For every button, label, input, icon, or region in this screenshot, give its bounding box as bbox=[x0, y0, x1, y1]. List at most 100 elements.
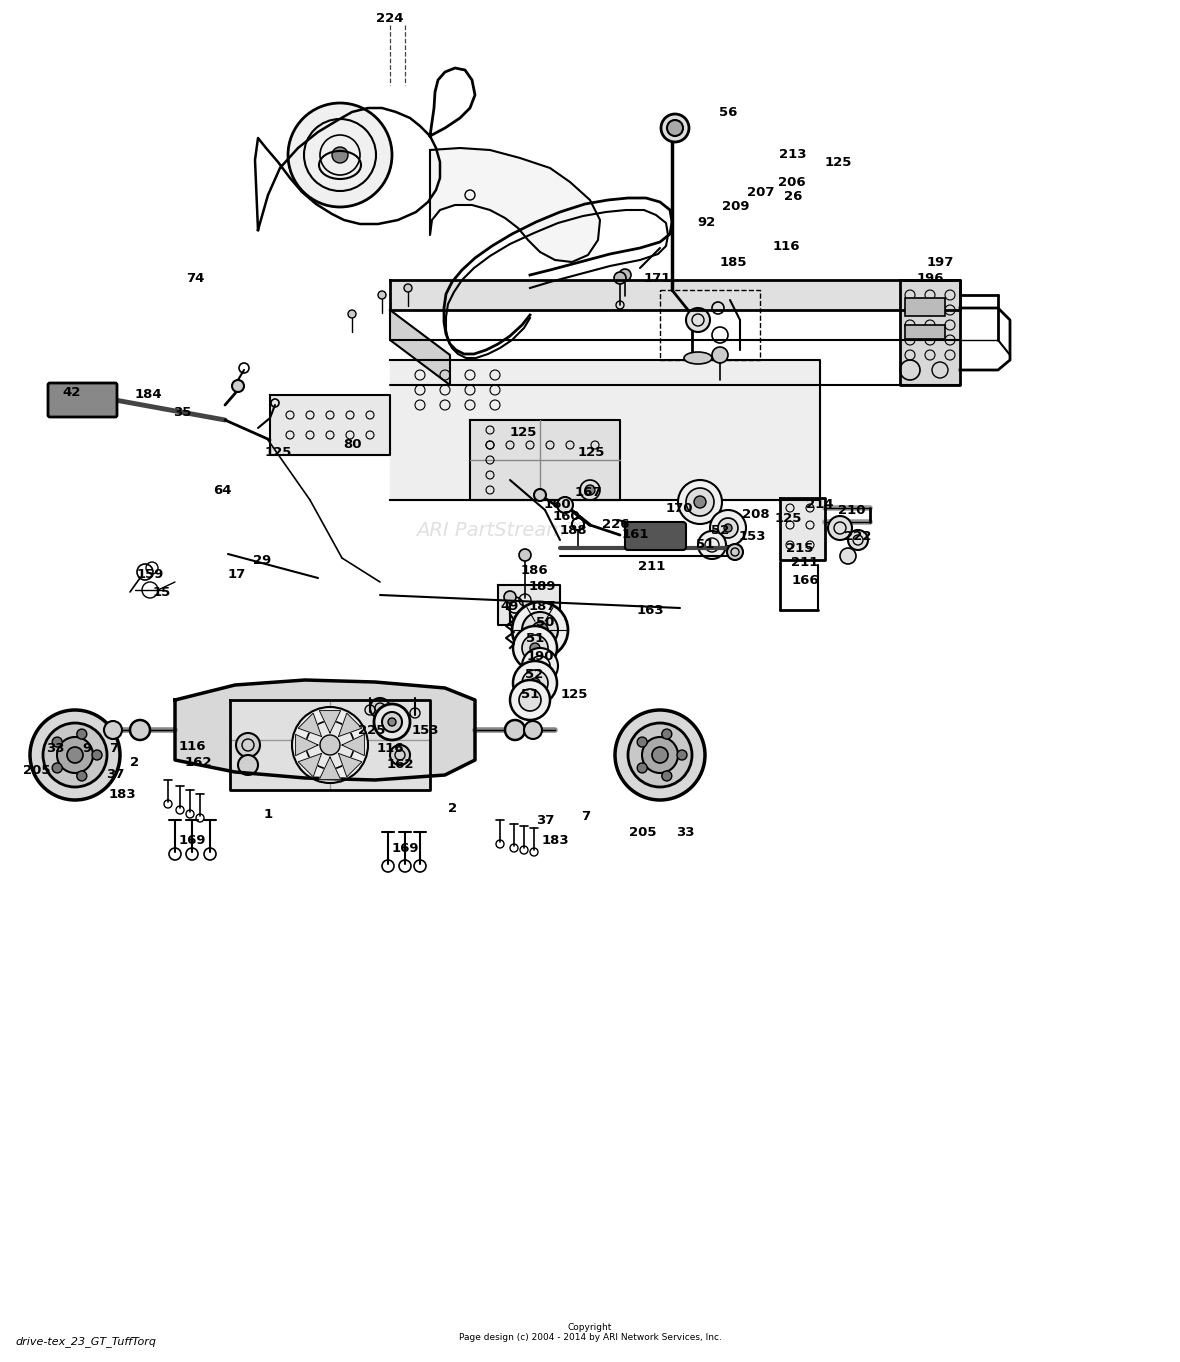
Circle shape bbox=[662, 729, 671, 740]
Circle shape bbox=[130, 720, 150, 740]
Text: 169: 169 bbox=[178, 834, 205, 847]
Polygon shape bbox=[900, 281, 961, 385]
Bar bbox=[905, 298, 945, 316]
Text: 64: 64 bbox=[212, 484, 231, 497]
Polygon shape bbox=[339, 714, 362, 737]
Text: 184: 184 bbox=[135, 388, 162, 402]
Text: 7: 7 bbox=[582, 810, 590, 824]
Text: 56: 56 bbox=[719, 106, 738, 120]
Polygon shape bbox=[270, 395, 391, 455]
Circle shape bbox=[686, 488, 714, 516]
Text: 170: 170 bbox=[666, 501, 693, 515]
Circle shape bbox=[391, 745, 409, 765]
Circle shape bbox=[840, 548, 856, 564]
Circle shape bbox=[404, 285, 412, 291]
Polygon shape bbox=[391, 360, 820, 500]
Text: 225: 225 bbox=[359, 723, 386, 737]
Text: 92: 92 bbox=[697, 217, 715, 230]
Text: 29: 29 bbox=[253, 554, 271, 568]
Circle shape bbox=[614, 272, 627, 285]
Circle shape bbox=[513, 661, 557, 706]
Circle shape bbox=[662, 771, 671, 780]
Circle shape bbox=[530, 643, 540, 652]
Polygon shape bbox=[470, 419, 620, 500]
Text: 163: 163 bbox=[636, 603, 664, 617]
Circle shape bbox=[522, 635, 548, 661]
Text: 215: 215 bbox=[786, 542, 814, 554]
Text: 2: 2 bbox=[131, 756, 139, 768]
Text: 125: 125 bbox=[560, 689, 588, 701]
Text: 116: 116 bbox=[376, 741, 404, 755]
Text: 51: 51 bbox=[696, 538, 714, 552]
Circle shape bbox=[661, 114, 689, 142]
Circle shape bbox=[512, 602, 568, 658]
Circle shape bbox=[678, 479, 722, 524]
Circle shape bbox=[524, 720, 542, 740]
Circle shape bbox=[67, 746, 83, 763]
Text: 205: 205 bbox=[24, 764, 51, 776]
Circle shape bbox=[848, 530, 868, 550]
Text: 35: 35 bbox=[172, 406, 191, 418]
Text: drive-tex_23_GT_TuffTorq: drive-tex_23_GT_TuffTorq bbox=[15, 1336, 156, 1347]
Text: Copyright
Page design (c) 2004 - 2014 by ARI Network Services, Inc.: Copyright Page design (c) 2004 - 2014 by… bbox=[459, 1323, 721, 1342]
Circle shape bbox=[519, 549, 531, 561]
Text: 185: 185 bbox=[720, 256, 747, 270]
Text: 49: 49 bbox=[500, 599, 519, 613]
Polygon shape bbox=[498, 586, 560, 625]
Text: 162: 162 bbox=[386, 757, 414, 771]
Text: 42: 42 bbox=[63, 387, 81, 399]
Circle shape bbox=[232, 380, 244, 392]
Circle shape bbox=[320, 735, 340, 755]
Text: 153: 153 bbox=[412, 723, 439, 737]
FancyBboxPatch shape bbox=[625, 522, 686, 550]
Polygon shape bbox=[430, 148, 599, 262]
Circle shape bbox=[306, 720, 354, 770]
Circle shape bbox=[642, 737, 678, 774]
Circle shape bbox=[828, 516, 852, 539]
Circle shape bbox=[371, 697, 391, 718]
Circle shape bbox=[30, 710, 120, 799]
Text: 116: 116 bbox=[178, 740, 205, 752]
Text: 125: 125 bbox=[825, 157, 852, 169]
Text: 186: 186 bbox=[520, 564, 548, 576]
Text: 161: 161 bbox=[621, 528, 649, 542]
Text: 125: 125 bbox=[774, 512, 801, 524]
Circle shape bbox=[686, 308, 710, 332]
Text: 26: 26 bbox=[784, 189, 802, 203]
Circle shape bbox=[77, 771, 87, 780]
Circle shape bbox=[77, 729, 87, 740]
Text: 190: 190 bbox=[526, 650, 553, 662]
Circle shape bbox=[504, 591, 516, 603]
Circle shape bbox=[52, 763, 63, 772]
Text: 125: 125 bbox=[510, 425, 537, 439]
Text: 80: 80 bbox=[343, 439, 362, 451]
Text: 183: 183 bbox=[542, 834, 569, 847]
Circle shape bbox=[378, 291, 386, 300]
Circle shape bbox=[677, 750, 687, 760]
Text: 37: 37 bbox=[106, 768, 124, 782]
Circle shape bbox=[532, 622, 548, 637]
Polygon shape bbox=[175, 680, 476, 780]
Circle shape bbox=[505, 720, 525, 740]
Polygon shape bbox=[391, 281, 961, 311]
Circle shape bbox=[348, 311, 356, 317]
Polygon shape bbox=[391, 311, 450, 385]
Text: 116: 116 bbox=[772, 240, 800, 252]
Circle shape bbox=[725, 524, 732, 533]
Circle shape bbox=[699, 531, 726, 558]
Circle shape bbox=[288, 104, 392, 207]
Circle shape bbox=[52, 737, 63, 748]
Text: 211: 211 bbox=[638, 561, 666, 573]
Text: 162: 162 bbox=[184, 756, 211, 768]
Text: 74: 74 bbox=[185, 271, 204, 285]
Text: 207: 207 bbox=[747, 187, 775, 199]
Text: 51: 51 bbox=[520, 689, 539, 701]
Text: 33: 33 bbox=[676, 825, 694, 839]
Circle shape bbox=[535, 489, 546, 501]
Polygon shape bbox=[296, 734, 317, 756]
Text: 226: 226 bbox=[602, 518, 630, 531]
Text: 197: 197 bbox=[926, 256, 953, 270]
Circle shape bbox=[291, 707, 368, 783]
Text: 196: 196 bbox=[916, 271, 944, 285]
Circle shape bbox=[536, 662, 544, 670]
